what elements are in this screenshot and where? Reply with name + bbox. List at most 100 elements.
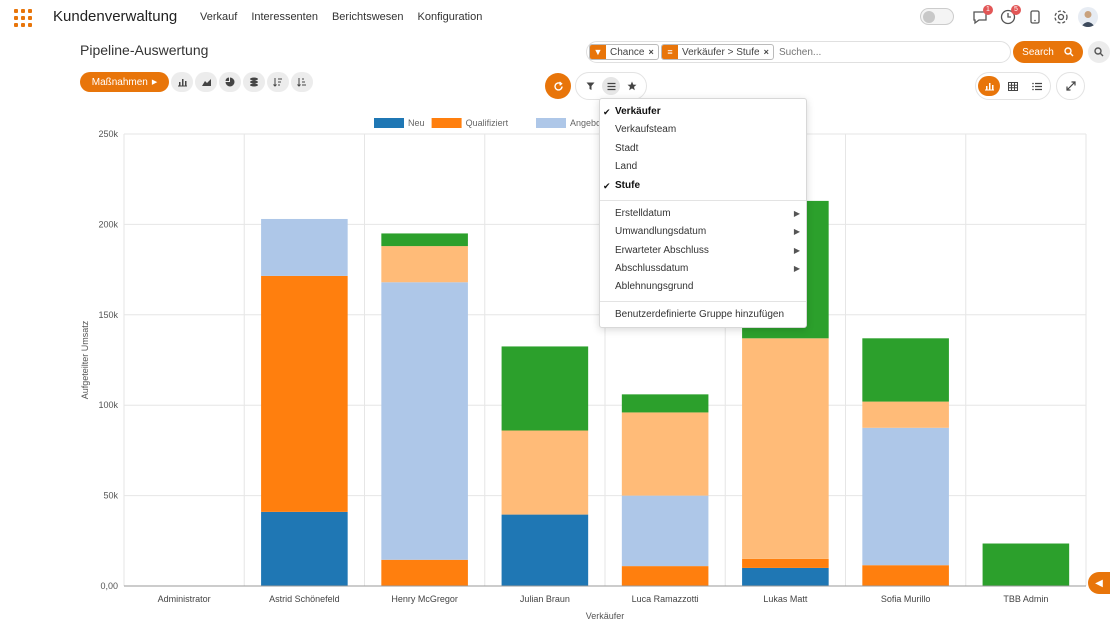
bar-segment bbox=[381, 246, 468, 283]
groupby-option-label: Ablehnungsgrund bbox=[615, 281, 694, 292]
x-tick-label: Henry McGregor bbox=[391, 594, 458, 604]
main-menu: Verkauf Interessenten Berichtswesen Konf… bbox=[200, 11, 482, 23]
bar-segment bbox=[501, 346, 589, 431]
facet-filter[interactable]: ▼ Chance × bbox=[589, 44, 659, 60]
groupby-option-ablehnungsgrund[interactable]: Ablehnungsgrund bbox=[600, 278, 806, 296]
legend-swatch bbox=[536, 118, 566, 128]
search-button-label: Search bbox=[1022, 46, 1054, 58]
fullscreen-icon[interactable] bbox=[1056, 72, 1085, 100]
legend-swatch bbox=[374, 118, 404, 128]
remove-facet-icon[interactable]: × bbox=[763, 47, 769, 57]
favorites-star-icon[interactable] bbox=[623, 77, 641, 95]
group-by-icon: ≡ bbox=[662, 45, 678, 59]
dropdown-divider bbox=[600, 301, 806, 302]
groupby-option-label: Verkäufer bbox=[615, 106, 661, 117]
groupby-option-verkaeufer[interactable]: ✔ Verkäufer bbox=[600, 103, 806, 121]
caret-right-icon: ▶ bbox=[793, 227, 800, 236]
stacked-icon[interactable] bbox=[243, 72, 265, 92]
sort-descending-icon[interactable] bbox=[267, 72, 289, 92]
activities-badge: 5 bbox=[1011, 5, 1021, 15]
x-tick-label: Sofia Murillo bbox=[881, 594, 931, 604]
legend-label: Neu bbox=[408, 118, 425, 128]
bar-chart-icon[interactable] bbox=[171, 72, 193, 92]
pie-chart-icon[interactable] bbox=[219, 72, 241, 92]
caret-right-icon: ▶ bbox=[793, 246, 800, 255]
phone-icon[interactable] bbox=[1026, 8, 1044, 26]
pipeline-chart: 0,00 50k 100k 150k 200k 250k Administrator Astr… bbox=[80, 118, 1087, 621]
bar-segment bbox=[381, 282, 468, 560]
user-avatar[interactable] bbox=[1078, 7, 1098, 27]
legend-label: Angebot bbox=[570, 118, 604, 128]
y-tick-label: 200k bbox=[98, 219, 118, 229]
bar-segment bbox=[621, 394, 709, 413]
bar-segment bbox=[261, 511, 348, 586]
list-view-icon[interactable] bbox=[1026, 76, 1048, 96]
gear-icon[interactable] bbox=[1052, 8, 1070, 26]
groupby-option-label: Abschlussdatum bbox=[615, 263, 689, 274]
groupby-option-stufe[interactable]: ✔ Stufe bbox=[600, 177, 806, 195]
menu-item-berichtswesen[interactable]: Berichtswesen bbox=[331, 11, 404, 23]
add-custom-group-label: Benutzerdefinierte Gruppe hinzufügen bbox=[615, 309, 785, 320]
groupby-option-verkaufsteam[interactable]: Verkaufsteam bbox=[600, 121, 806, 139]
groupby-option-abschlussdatum[interactable]: Abschlussdatum ▶ bbox=[600, 260, 806, 278]
bar-segment bbox=[862, 401, 949, 428]
line-chart-icon[interactable] bbox=[195, 72, 217, 92]
y-tick-label: 250k bbox=[98, 129, 118, 139]
actions-button[interactable]: Maßnahmen ▶ bbox=[80, 72, 169, 92]
bar-segment bbox=[381, 233, 468, 247]
filter-icon[interactable] bbox=[581, 77, 599, 95]
x-tick-label: Julian Braun bbox=[520, 594, 570, 604]
y-tick-label: 150k bbox=[98, 310, 118, 320]
groupby-option-label: Stadt bbox=[615, 143, 639, 154]
facet-group-by-label: Verkäufer > Stufe bbox=[682, 46, 760, 58]
facet-group-by[interactable]: ≡ Verkäufer > Stufe × bbox=[661, 44, 774, 60]
groupby-option-erstelldatum[interactable]: Erstelldatum ▶ bbox=[600, 205, 806, 223]
app-menu-icon[interactable] bbox=[14, 9, 32, 27]
groupby-option-erwarteter-abschluss[interactable]: Erwarteter Abschluss ▶ bbox=[600, 242, 806, 260]
clock-icon[interactable]: 5 bbox=[999, 5, 1021, 26]
groupby-option-label: Erstelldatum bbox=[615, 208, 671, 219]
check-icon: ✔ bbox=[603, 107, 611, 117]
groupby-option-label: Land bbox=[615, 161, 638, 172]
add-custom-group-option[interactable]: Benutzerdefinierte Gruppe hinzufügen bbox=[600, 306, 806, 324]
x-axis-label: Verkäufer bbox=[586, 611, 625, 621]
y-tick-label: 0,00 bbox=[100, 581, 118, 591]
actions-button-label: Maßnahmen bbox=[91, 76, 148, 88]
check-icon: ✔ bbox=[603, 181, 611, 191]
sort-ascending-icon[interactable] bbox=[291, 72, 313, 92]
bar-segment bbox=[621, 412, 709, 496]
search-panel-toggles bbox=[575, 72, 647, 100]
graph-view-icon[interactable] bbox=[978, 76, 1000, 96]
app-title[interactable]: Kundenverwaltung bbox=[53, 8, 178, 25]
bar-segment bbox=[381, 559, 468, 586]
bar-segment bbox=[742, 338, 829, 559]
chat-icon[interactable]: 1 bbox=[971, 5, 993, 26]
groupby-option-land[interactable]: Land bbox=[600, 158, 806, 176]
legend-swatch bbox=[431, 118, 462, 128]
chevron-left-icon[interactable]: ◀ bbox=[1088, 572, 1110, 594]
theme-toggle[interactable] bbox=[920, 8, 954, 25]
bar-segment bbox=[501, 514, 589, 586]
remove-facet-icon[interactable]: × bbox=[648, 47, 654, 57]
groupby-option-stadt[interactable]: Stadt bbox=[600, 140, 806, 158]
group-by-dropdown: ✔ Verkäufer Verkaufsteam Stadt Land ✔ St… bbox=[599, 98, 807, 328]
bar-segment bbox=[742, 567, 829, 586]
reload-icon[interactable] bbox=[545, 73, 571, 99]
menu-item-interessenten[interactable]: Interessenten bbox=[251, 11, 318, 23]
search-options-icon[interactable] bbox=[1088, 41, 1110, 63]
facet-filter-label: Chance bbox=[610, 46, 645, 58]
group-by-icon[interactable] bbox=[602, 77, 620, 95]
menu-item-konfiguration[interactable]: Konfiguration bbox=[417, 11, 483, 23]
search-button[interactable]: Search bbox=[1013, 41, 1083, 63]
bar-segment bbox=[261, 275, 348, 512]
bar-segment bbox=[621, 566, 709, 586]
search-input[interactable] bbox=[779, 44, 999, 60]
pivot-view-icon[interactable] bbox=[1002, 76, 1024, 96]
menu-item-verkauf[interactable]: Verkauf bbox=[200, 11, 238, 23]
groupby-option-umwandlungsdatum[interactable]: Umwandlungsdatum ▶ bbox=[600, 223, 806, 241]
bar-segment bbox=[261, 218, 348, 276]
bar-segment bbox=[862, 565, 949, 586]
caret-right-icon: ▶ bbox=[793, 264, 800, 273]
bar-segment bbox=[862, 427, 949, 566]
search-icon bbox=[1064, 47, 1074, 57]
